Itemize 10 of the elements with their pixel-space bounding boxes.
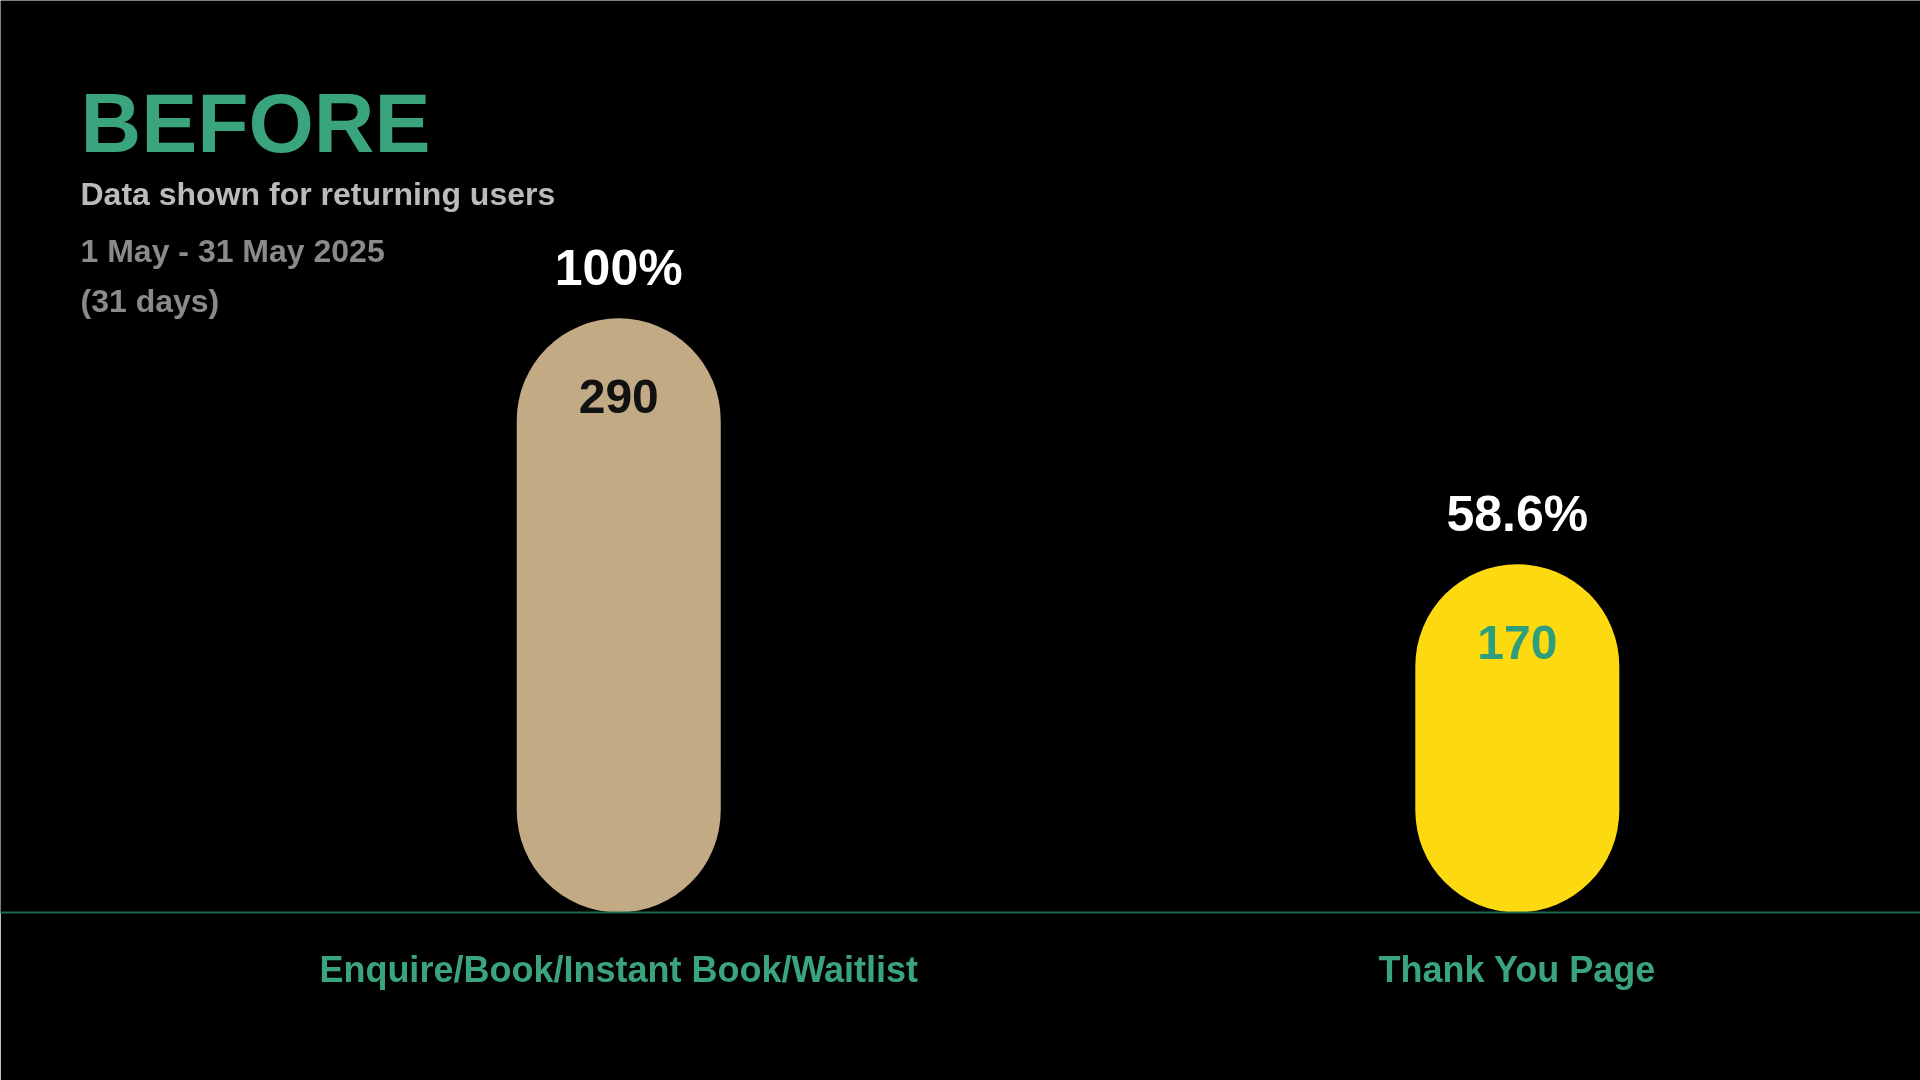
text: 1 May - 31 May 2025 — [80, 232, 385, 269]
annotation: (31 days) — [80, 282, 220, 319]
x-tick-label: Enquire/Book/Instant Book/Waitlist — [319, 948, 919, 990]
annotation: 100% — [554, 240, 683, 297]
chart-subtitle: Data shown for returning users — [80, 175, 556, 212]
x-tick-label: Thank You Page — [1378, 948, 1656, 990]
chart-title: BEFORE — [80, 75, 431, 170]
data-label: 290 — [578, 370, 659, 424]
annotation: 58.6% — [1446, 486, 1589, 543]
data-label: 170 — [1477, 616, 1558, 670]
